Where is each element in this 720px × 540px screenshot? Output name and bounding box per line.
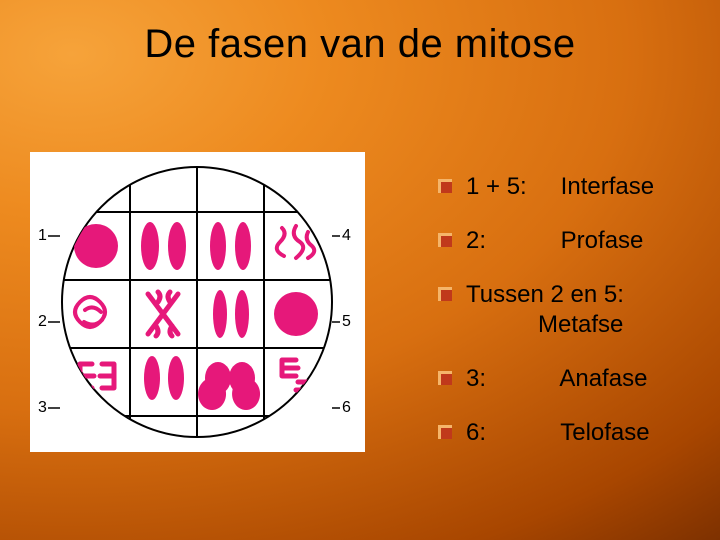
slide: De fasen van de mitose — [0, 0, 720, 540]
bullet-icon — [438, 371, 452, 385]
bullet-item: Tussen 2 en 5: Metafse — [438, 280, 720, 340]
bullet-value: Anafase — [559, 365, 647, 392]
bullet-item: 2: Profase — [438, 226, 720, 256]
fig-label-2: 2 — [38, 313, 47, 330]
bullet-item: 6: Telofase — [438, 418, 720, 448]
bullet-key: 2: — [466, 226, 554, 256]
bullet-key: 6: — [466, 418, 554, 448]
bullet-value: Telofase — [560, 419, 649, 446]
fig-label-3: 3 — [38, 399, 47, 416]
mitosis-svg: 1 2 3 4 5 6 — [30, 152, 365, 452]
bullet-item: 1 + 5: Interfase — [438, 172, 720, 202]
bullet-icon — [438, 179, 452, 193]
mitosis-figure: 1 2 3 4 5 6 — [30, 152, 365, 452]
bullet-key: 3: — [466, 364, 554, 394]
bullet-list: 1 + 5: Interfase 2: Profase Tussen 2 en … — [398, 172, 720, 472]
bullet-icon — [438, 425, 452, 439]
fig-label-4: 4 — [342, 227, 351, 244]
fig-label-1: 1 — [38, 227, 47, 244]
bullet-icon — [438, 233, 452, 247]
fig-label-5: 5 — [342, 313, 351, 330]
bullet-value: Profase — [561, 227, 644, 254]
fig-label-6: 6 — [342, 399, 351, 416]
slide-title: De fasen van de mitose — [0, 22, 720, 67]
bullet-item: 3: Anafase — [438, 364, 720, 394]
bullet-line2: Metafse — [466, 310, 720, 340]
bullet-value: Interfase — [561, 173, 654, 200]
bullet-key: 1 + 5: — [466, 172, 554, 202]
bullet-icon — [438, 287, 452, 301]
bullet-line1: Tussen 2 en 5: — [466, 281, 624, 308]
